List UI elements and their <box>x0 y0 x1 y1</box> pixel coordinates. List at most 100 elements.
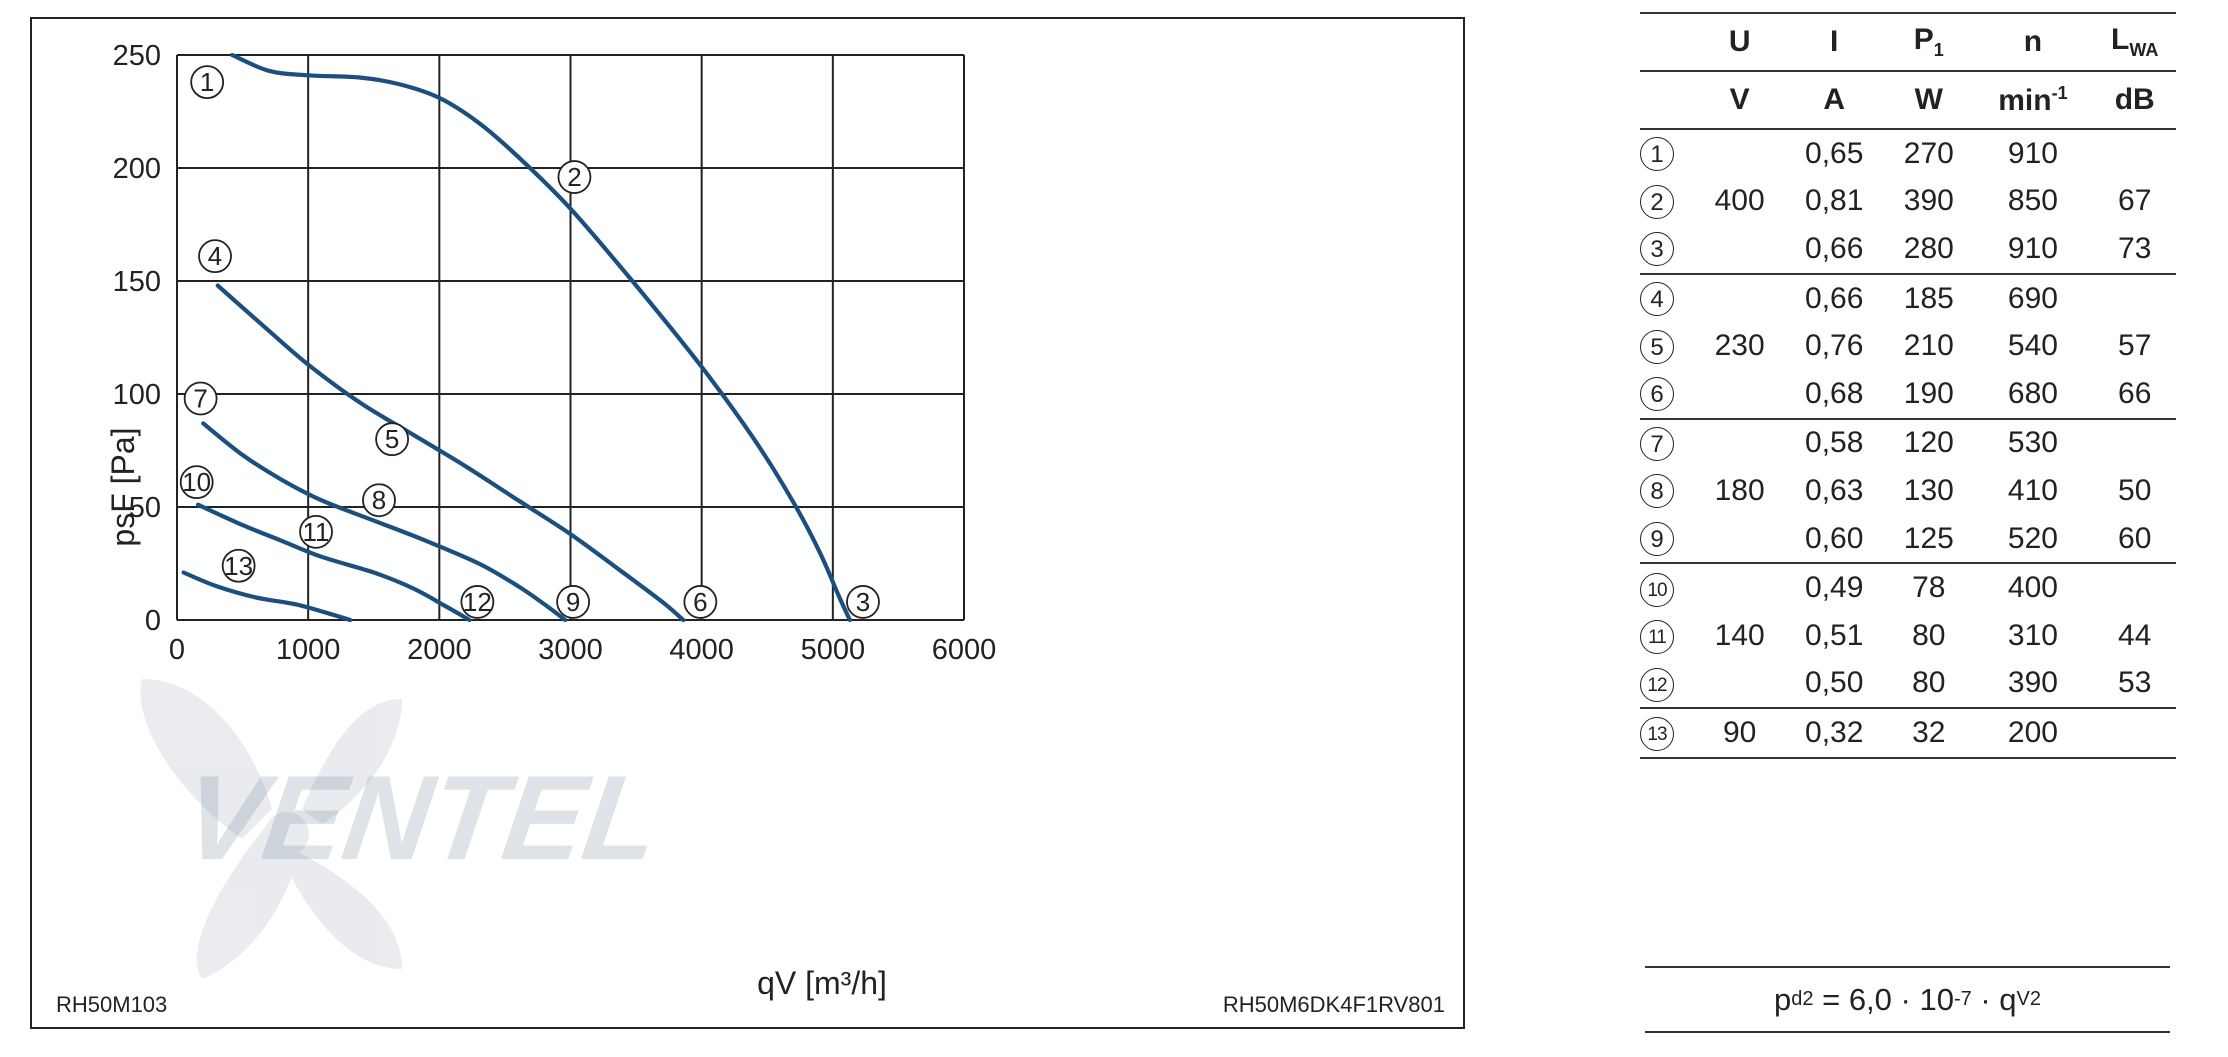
row-index: 6 <box>1640 370 1696 419</box>
performance-curves <box>181 52 852 623</box>
cell-p1: 280 <box>1903 231 1954 265</box>
fan-performance-chart: VENTEL 0 1000 2000 3000 4000 5000 600005010015… <box>56 40 1445 1017</box>
cell-p1: 32 <box>1885 707 1973 759</box>
header-lwa-sub: WA <box>2129 40 2159 60</box>
unit-n-sup: -1 <box>2051 82 2068 103</box>
table-row: 12 0,50 80 390 53 <box>1640 660 2176 709</box>
cell-p1: 130 <box>1903 473 1954 507</box>
cell-lwa: 67 <box>2118 184 2152 218</box>
row-index: 12 <box>1640 660 1696 709</box>
cell-u <box>1696 370 1783 419</box>
chart-frame: VENTEL 0 1000 2000 3000 4000 5000 6000 0 50 100 15… <box>30 17 1465 1029</box>
cell-n: 680 <box>2007 376 2058 410</box>
cell-u <box>1696 515 1783 564</box>
cell-n: 390 <box>2007 666 2058 700</box>
table-row: 9 0,60 125 520 60 <box>1640 515 2176 564</box>
y-tick-label: 150 <box>113 266 161 298</box>
header-i: I <box>1783 12 1886 71</box>
marker-circle <box>299 514 333 549</box>
cell-i: 0,60 <box>1805 521 1864 555</box>
cell-lwa: 44 <box>2118 618 2152 652</box>
marker-label: 4 <box>208 241 222 271</box>
table-header-row: U I P1 n LWA <box>1640 12 2176 71</box>
marker-label: 11 <box>303 517 330 547</box>
cell-i: 0,81 <box>1805 184 1864 218</box>
row-index: 11 <box>1640 612 1696 660</box>
cell-p1: 185 <box>1885 272 1973 323</box>
curve-marker-6: 6 <box>683 585 718 619</box>
row-index: 5 <box>1640 322 1696 370</box>
cell-i: 0,76 <box>1805 329 1864 363</box>
cell-n: 410 <box>2007 473 2058 507</box>
x-tick-label: 1000 <box>276 634 341 666</box>
table-row: 6 0,68 190 680 66 <box>1640 370 2176 419</box>
row-number-badge: 1 <box>1640 137 1674 172</box>
curve-marker-2: 2 <box>557 160 592 194</box>
cell-n: 540 <box>2007 329 2058 363</box>
cell-u: 90 <box>1696 707 1784 759</box>
footer-left-model: RH50M103 <box>56 992 167 1017</box>
header-u: U <box>1696 12 1784 71</box>
cell-p1: 190 <box>1903 376 1954 410</box>
table-row: 5 230 0,76 210 540 57 <box>1640 322 2176 370</box>
cell-n: 910 <box>2007 231 2058 265</box>
footer-right-model: RH50M6DK4F1RV801 <box>1223 992 1445 1017</box>
cell-u <box>1696 272 1784 323</box>
marker-circle <box>183 381 218 416</box>
cell-lwa <box>2093 129 2176 178</box>
curve-7-8-9 <box>201 421 568 623</box>
marker-circle <box>221 548 256 583</box>
cell-u <box>1696 129 1783 178</box>
row-number-badge: 7 <box>1640 426 1674 461</box>
row-number-badge: 10 <box>1640 572 1674 607</box>
marker-label: 9 <box>566 587 580 617</box>
marker-circle <box>557 160 592 194</box>
unit-lwa: dB <box>2093 70 2176 130</box>
header-p1-sub: 1 <box>1933 40 1944 60</box>
marker-circle <box>460 585 495 619</box>
row-index: 10 <box>1640 562 1696 612</box>
cell-n: 200 <box>1972 707 2094 759</box>
marker-circle <box>683 585 718 619</box>
unit-p1: W <box>1885 70 1973 130</box>
marker-label: 12 <box>463 587 492 617</box>
x-tick-label: 6000 <box>932 634 997 666</box>
curve-marker-9: 9 <box>556 585 591 619</box>
x-tick-label: 0 <box>169 634 185 666</box>
cell-p1: 390 <box>1903 184 1954 218</box>
row-index: 9 <box>1640 515 1696 564</box>
row-index: 1 <box>1640 129 1696 178</box>
table-row: 8 180 0,63 130 410 50 <box>1640 467 2176 515</box>
cell-lwa: 73 <box>2118 231 2152 265</box>
cell-lwa: 57 <box>2118 329 2152 363</box>
marker-circle <box>362 483 396 518</box>
table-body: 1 0,65 270 910 2 400 0,81 390 850 67 3 0,66 280 910 73… <box>1640 129 2176 759</box>
curve-marker-11: 11 <box>299 514 333 549</box>
cell-i: 0,68 <box>1805 376 1864 410</box>
formula-middle: = 6,0 · 10 <box>1813 981 1954 1017</box>
marker-circle <box>198 239 232 274</box>
cell-n: 400 <box>1972 562 2094 612</box>
curve-marker-13: 13 <box>221 548 256 583</box>
row-number-badge: 9 <box>1640 522 1674 557</box>
electrical-data-table: U I P1 n LWA V A W min-1 dB 1 0,65 270 910 2… <box>1640 12 2176 759</box>
unit-n: min-1 <box>1972 70 2094 130</box>
curve-marker-1: 1 <box>190 65 225 100</box>
cell-u: 400 <box>1714 184 1765 218</box>
marker-circle <box>190 65 225 100</box>
row-number-badge: 11 <box>1640 620 1674 655</box>
y-tick-label: 50 <box>129 492 161 524</box>
table-row: 13 90 0,32 32 200 <box>1640 707 2176 759</box>
marker-label: 6 <box>693 587 707 617</box>
cell-p1: 80 <box>1912 618 1946 652</box>
curve-marker-3: 3 <box>846 585 880 619</box>
cell-lwa: 50 <box>2118 473 2152 507</box>
cell-u: 140 <box>1714 618 1765 652</box>
cell-p1: 78 <box>1885 562 1973 612</box>
cell-i: 0,51 <box>1805 618 1864 652</box>
marker-label: 5 <box>385 424 399 454</box>
marker-circle <box>179 465 214 500</box>
formula-dot: · q <box>1971 981 2017 1017</box>
cell-n: 850 <box>2007 184 2058 218</box>
curve-4-5-6 <box>215 283 686 623</box>
